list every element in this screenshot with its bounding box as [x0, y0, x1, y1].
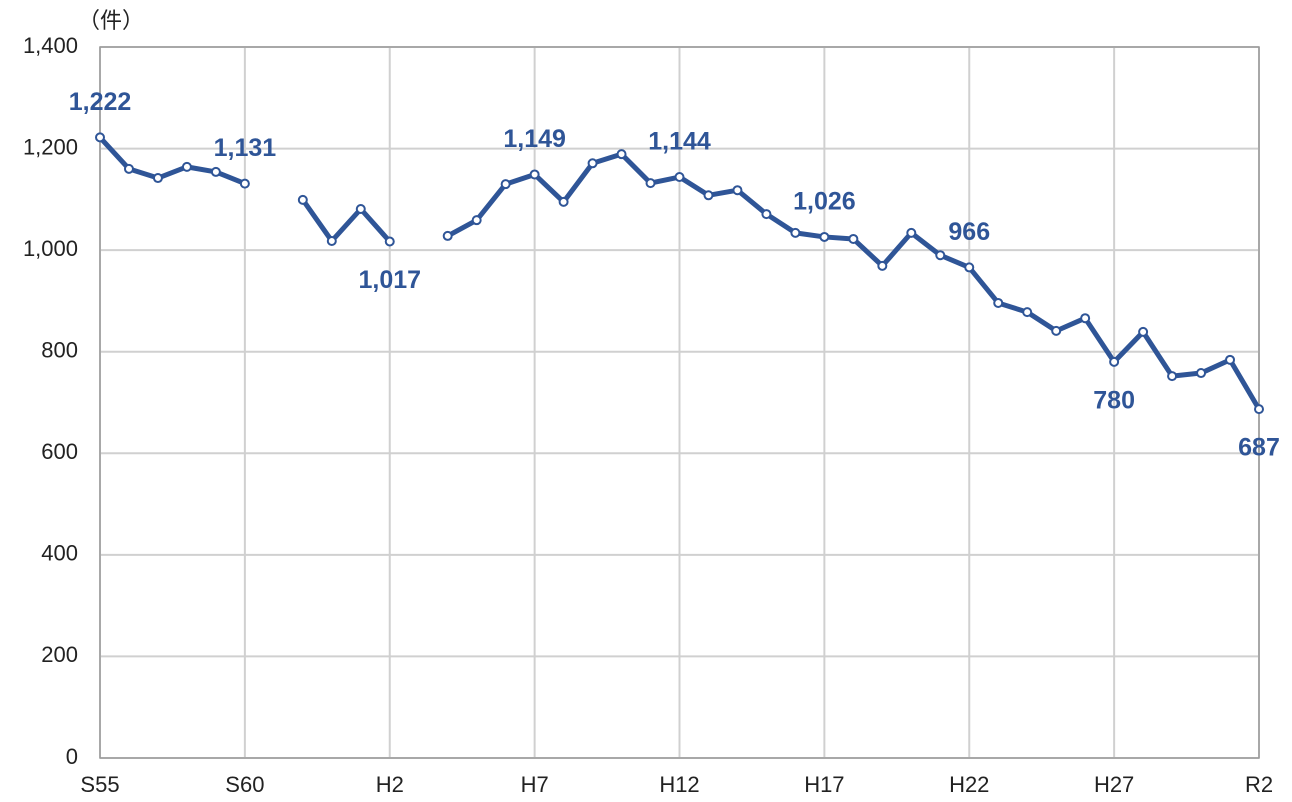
y-tick-label: 800 [41, 338, 78, 363]
marker [1254, 404, 1264, 415]
x-tick-label: R2 [1245, 772, 1273, 797]
marker [355, 204, 366, 215]
value-label: 1,026 [793, 188, 856, 216]
marker [152, 173, 163, 184]
value-label: 780 [1093, 386, 1135, 414]
marker [616, 149, 627, 160]
y-tick-label: 0 [66, 744, 78, 769]
marker [1022, 307, 1033, 318]
marker [297, 194, 308, 205]
x-tick-label: H22 [949, 772, 989, 797]
marker [1225, 354, 1236, 365]
marker [123, 163, 134, 174]
x-tick-label: H17 [804, 772, 844, 797]
marker [906, 227, 917, 238]
marker [529, 169, 540, 180]
value-label: 1,149 [503, 125, 566, 153]
y-tick-label: 1,000 [23, 236, 78, 261]
value-label: 1,222 [69, 88, 132, 116]
y-tick-label: 1,400 [23, 33, 78, 58]
marker [761, 209, 772, 220]
marker [703, 190, 714, 201]
marker [732, 185, 743, 196]
value-label: 1,131 [214, 134, 277, 162]
marker [587, 158, 598, 169]
plot-border [99, 46, 1260, 759]
marker [993, 297, 1004, 308]
x-tick-label: S60 [225, 772, 264, 797]
value-label: 1,144 [648, 128, 711, 156]
marker [181, 161, 192, 172]
marker [384, 236, 395, 247]
y-tick-label: 1,200 [23, 134, 78, 159]
marker [326, 236, 337, 247]
unit-label: （件） [78, 8, 144, 33]
marker [877, 260, 888, 271]
value-label: 966 [948, 218, 990, 246]
marker [1051, 325, 1062, 336]
marker [500, 179, 511, 190]
marker [95, 132, 105, 143]
marker [210, 166, 221, 177]
marker [558, 196, 569, 207]
x-tick-label: H12 [659, 772, 699, 797]
y-tick-label: 600 [41, 439, 78, 464]
x-tick-label: H2 [376, 772, 404, 797]
x-tick-label: S55 [80, 772, 119, 797]
marker [1167, 371, 1178, 382]
x-tick-label: H27 [1094, 772, 1134, 797]
marker [935, 250, 946, 261]
y-tick-label: 200 [41, 642, 78, 667]
marker [645, 178, 656, 189]
marker [442, 230, 453, 241]
marker [964, 262, 975, 273]
marker [1196, 368, 1207, 379]
marker [790, 227, 801, 238]
y-tick-label: 400 [41, 541, 78, 566]
marker [819, 231, 830, 242]
marker [674, 172, 685, 183]
marker [239, 178, 250, 189]
value-label: 1,017 [358, 266, 421, 294]
marker [1109, 356, 1120, 367]
marker [1080, 313, 1091, 324]
x-tick-label: H7 [521, 772, 549, 797]
marker [848, 233, 859, 244]
marker [1138, 326, 1149, 337]
value-label: 687 [1238, 434, 1280, 462]
marker [471, 215, 482, 226]
